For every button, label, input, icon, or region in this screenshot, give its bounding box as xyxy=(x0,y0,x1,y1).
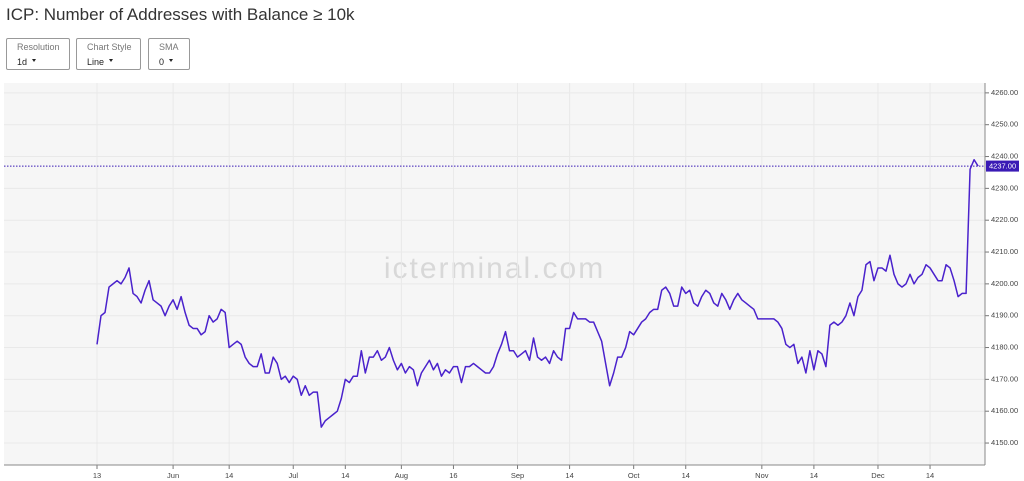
resolution-dropdown[interactable]: Resolution 1d xyxy=(6,38,70,70)
y-tick-label: 4150.00 xyxy=(991,438,1018,447)
watermark: icterminal.com xyxy=(384,252,605,285)
dropdown-arrow xyxy=(109,59,114,63)
y-tick-label: 4250.00 xyxy=(991,120,1018,129)
x-tick-label: 14 xyxy=(225,471,233,480)
plot-background xyxy=(4,83,985,465)
price-label-box xyxy=(986,160,1019,172)
control-label: Chart Style xyxy=(87,42,132,52)
x-tick-label: 13 xyxy=(93,471,101,480)
control-value: Line xyxy=(87,57,105,67)
x-tick-label: Aug xyxy=(395,471,408,480)
x-tick-label: Oct xyxy=(628,471,641,480)
dropdown-arrow xyxy=(32,59,37,63)
control-value: 1d xyxy=(17,57,28,67)
y-tick-label: 4240.00 xyxy=(991,152,1018,161)
x-tick-label: Sep xyxy=(511,471,524,480)
x-tick-label: 14 xyxy=(565,471,573,480)
x-tick-label: Jun xyxy=(167,471,179,480)
x-tick-label: Nov xyxy=(755,471,769,480)
y-tick-label: 4220.00 xyxy=(991,215,1018,224)
y-tick-label: 4210.00 xyxy=(991,247,1018,256)
sma-dropdown[interactable]: SMA 0 xyxy=(148,38,190,70)
control-label: SMA xyxy=(159,42,179,52)
x-tick-label: 14 xyxy=(341,471,349,480)
dropdown-arrow xyxy=(169,59,174,63)
y-tick-label: 4180.00 xyxy=(991,343,1018,352)
y-tick-label: 4170.00 xyxy=(991,374,1018,383)
price-label: 4237.00 xyxy=(989,162,1016,171)
control-label: Resolution xyxy=(17,42,60,52)
data-line xyxy=(96,158,979,428)
y-tick-label: 4190.00 xyxy=(991,311,1018,320)
x-tick-label: 14 xyxy=(682,471,690,480)
chart-style-dropdown[interactable]: Chart Style Line xyxy=(76,38,141,70)
y-tick-label: 4160.00 xyxy=(991,406,1018,415)
x-tick-label: Dec xyxy=(871,471,885,480)
control-value: 0 xyxy=(159,57,165,67)
y-tick-label: 4230.00 xyxy=(991,183,1018,192)
x-tick-label: 14 xyxy=(926,471,934,480)
y-tick-label: 4260.00 xyxy=(991,88,1018,97)
x-tick-label: 14 xyxy=(810,471,818,480)
y-tick-label: 4200.00 xyxy=(991,279,1018,288)
chart-title: ICP: Number of Addresses with Balance ≥ … xyxy=(6,5,355,24)
x-tick-label: Jul xyxy=(288,471,298,480)
x-tick-label: 16 xyxy=(449,471,457,480)
